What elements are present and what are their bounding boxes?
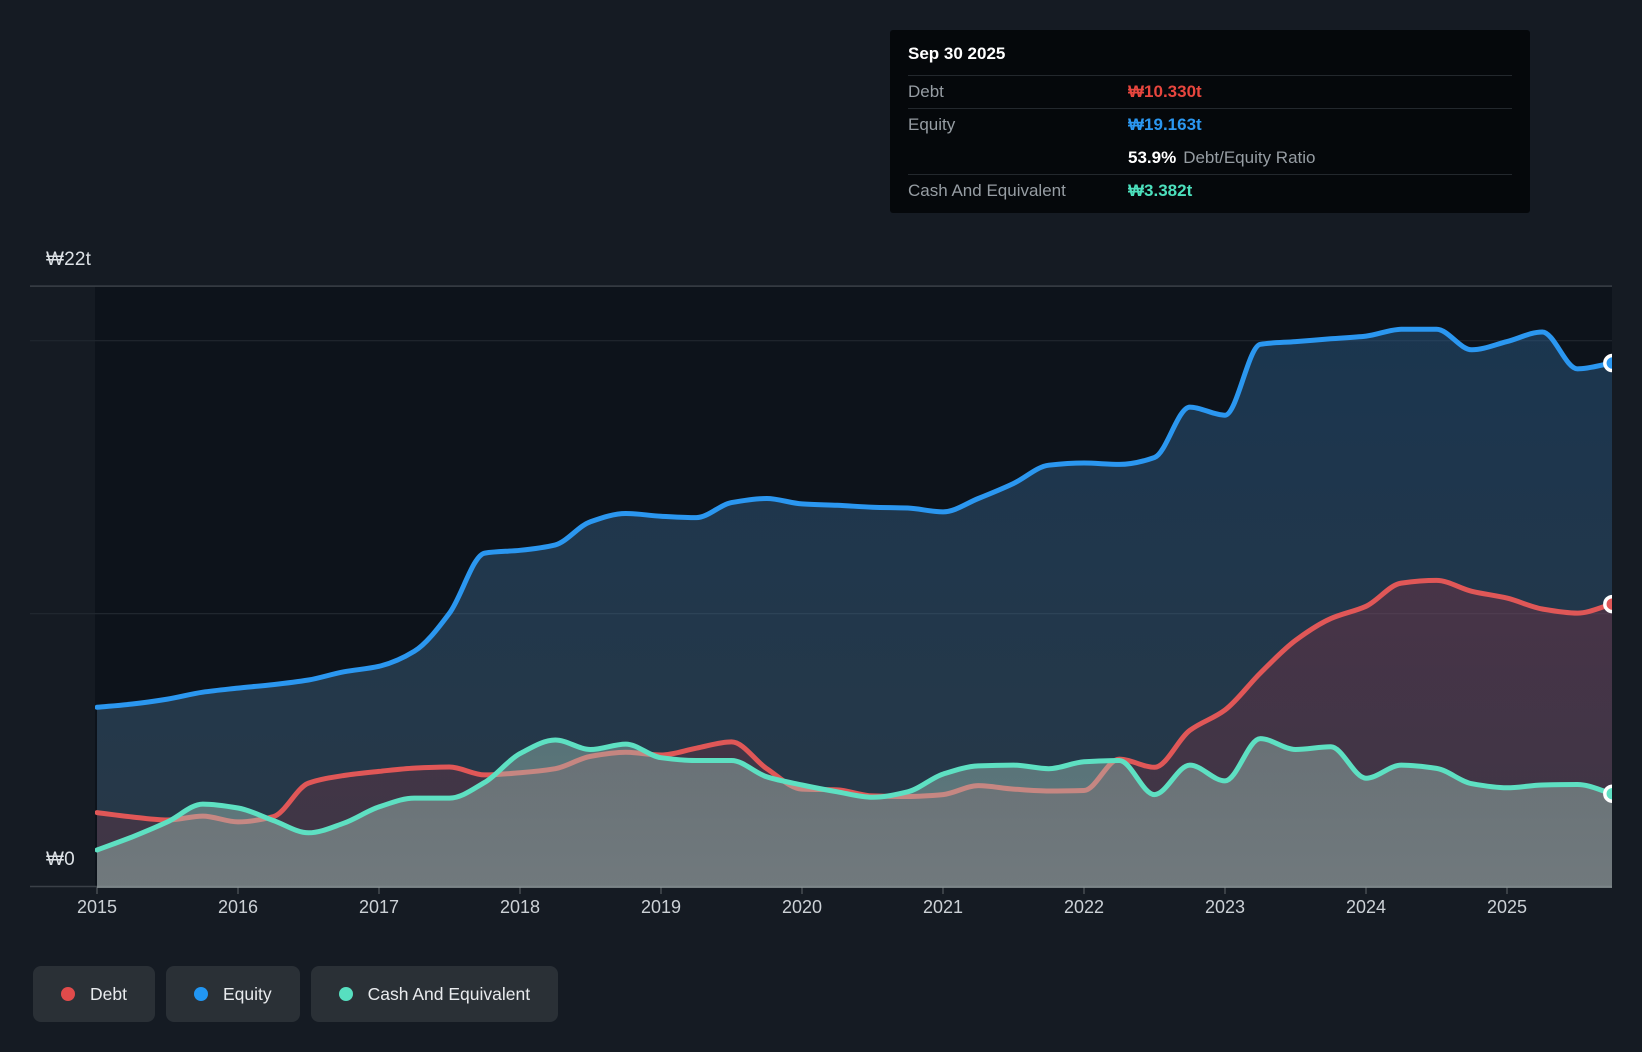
x-axis-label-2019: 2019 <box>641 897 681 918</box>
legend-label: Cash And Equivalent <box>368 984 530 1005</box>
equity-end-marker[interactable] <box>1605 356 1620 371</box>
tooltip-ratio-value: 53.9% <box>1128 148 1176 168</box>
tooltip-debt-value: ₩10.330t <box>1128 82 1202 102</box>
tooltip-date: Sep 30 2025 <box>890 30 1530 75</box>
tooltip-cash-value: ₩3.382t <box>1128 181 1192 201</box>
x-axis-label-2015: 2015 <box>77 897 117 918</box>
x-axis-label-2023: 2023 <box>1205 897 1245 918</box>
legend-item-equity[interactable]: Equity <box>166 966 300 1022</box>
y-axis-label-zero: ₩0 <box>46 849 75 871</box>
y-axis-label-max: ₩22t <box>46 249 91 271</box>
tooltip-ratio-label: Debt/Equity Ratio <box>1183 148 1315 168</box>
chart-tooltip: Sep 30 2025 Debt ₩10.330t Equity ₩19.163… <box>890 30 1530 213</box>
tooltip-debt-label: Debt <box>908 82 1128 102</box>
legend-item-cash-and-equivalent[interactable]: Cash And Equivalent <box>311 966 558 1022</box>
debt-equity-chart-page: ₩22t ₩0 2015 2016 2017 2018 2019 2020 2021 2022… <box>0 0 1642 1052</box>
tooltip-row-ratio: 53.9% Debt/Equity Ratio <box>908 141 1512 174</box>
debt-legend-dot-icon <box>61 987 75 1001</box>
cash-and-equivalent-legend-dot-icon <box>339 987 353 1001</box>
x-axis-label-2024: 2024 <box>1346 897 1386 918</box>
x-axis-label-2016: 2016 <box>218 897 258 918</box>
x-axis-label-2017: 2017 <box>359 897 399 918</box>
x-axis-label-2020: 2020 <box>782 897 822 918</box>
cash-and-equivalent-end-marker[interactable] <box>1605 786 1620 801</box>
x-axis-label-2021: 2021 <box>923 897 963 918</box>
equity-legend-dot-icon <box>194 987 208 1001</box>
tooltip-row-cash: Cash And Equivalent ₩3.382t <box>908 174 1512 207</box>
x-axis-label-2018: 2018 <box>500 897 540 918</box>
tooltip-row-debt: Debt ₩10.330t <box>908 75 1512 108</box>
legend-label: Equity <box>223 984 272 1005</box>
chart-legend: Debt Equity Cash And Equivalent <box>33 966 558 1022</box>
tooltip-equity-value: ₩19.163t <box>1128 115 1202 135</box>
tooltip-cash-label: Cash And Equivalent <box>908 181 1128 201</box>
tooltip-row-equity: Equity ₩19.163t <box>908 108 1512 141</box>
x-axis-label-2025: 2025 <box>1487 897 1527 918</box>
debt-end-marker[interactable] <box>1605 597 1620 612</box>
tooltip-equity-label: Equity <box>908 115 1128 135</box>
x-axis-label-2022: 2022 <box>1064 897 1104 918</box>
legend-label: Debt <box>90 984 127 1005</box>
legend-item-debt[interactable]: Debt <box>33 966 155 1022</box>
